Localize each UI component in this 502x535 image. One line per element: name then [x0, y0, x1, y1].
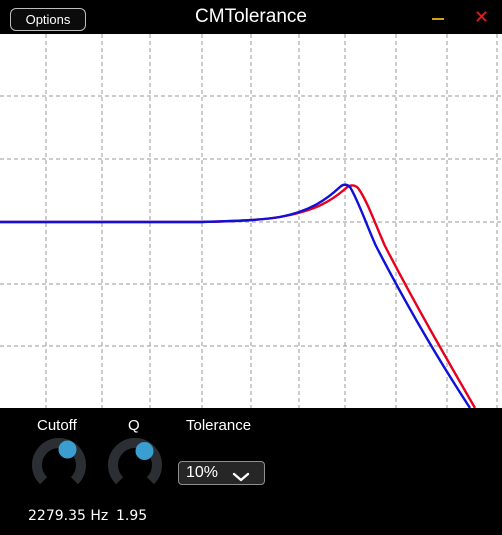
title-bar: Options CMTolerance ✕: [0, 0, 502, 34]
cutoff-label: Cutoff: [37, 417, 77, 434]
tolerance-label: Tolerance: [186, 417, 252, 434]
cutoff-value: 2279.35 Hz: [28, 508, 109, 524]
response-plot: [0, 34, 502, 408]
minimize-icon: [432, 18, 444, 20]
cutoff-knob[interactable]: [27, 434, 91, 498]
q-value: 1.95: [116, 508, 148, 524]
grid: [0, 34, 502, 408]
q-label: Q: [128, 417, 140, 434]
minimize-button[interactable]: [432, 6, 448, 20]
controls-panel: Cutoff 2279.35 Hz Q 1.95 Tolerance 10%: [0, 408, 502, 535]
tolerance-dropdown[interactable]: 10%: [178, 461, 265, 485]
tolerance-selected-value: 10%: [186, 464, 219, 481]
response-curve-tolerance: [0, 183, 472, 408]
chevron-down-icon: [232, 469, 250, 487]
q-knob[interactable]: [103, 434, 167, 498]
options-button[interactable]: Options: [10, 8, 86, 31]
close-icon: ✕: [474, 7, 490, 27]
frequency-response-graph: [0, 34, 502, 408]
close-button[interactable]: ✕: [474, 6, 489, 28]
